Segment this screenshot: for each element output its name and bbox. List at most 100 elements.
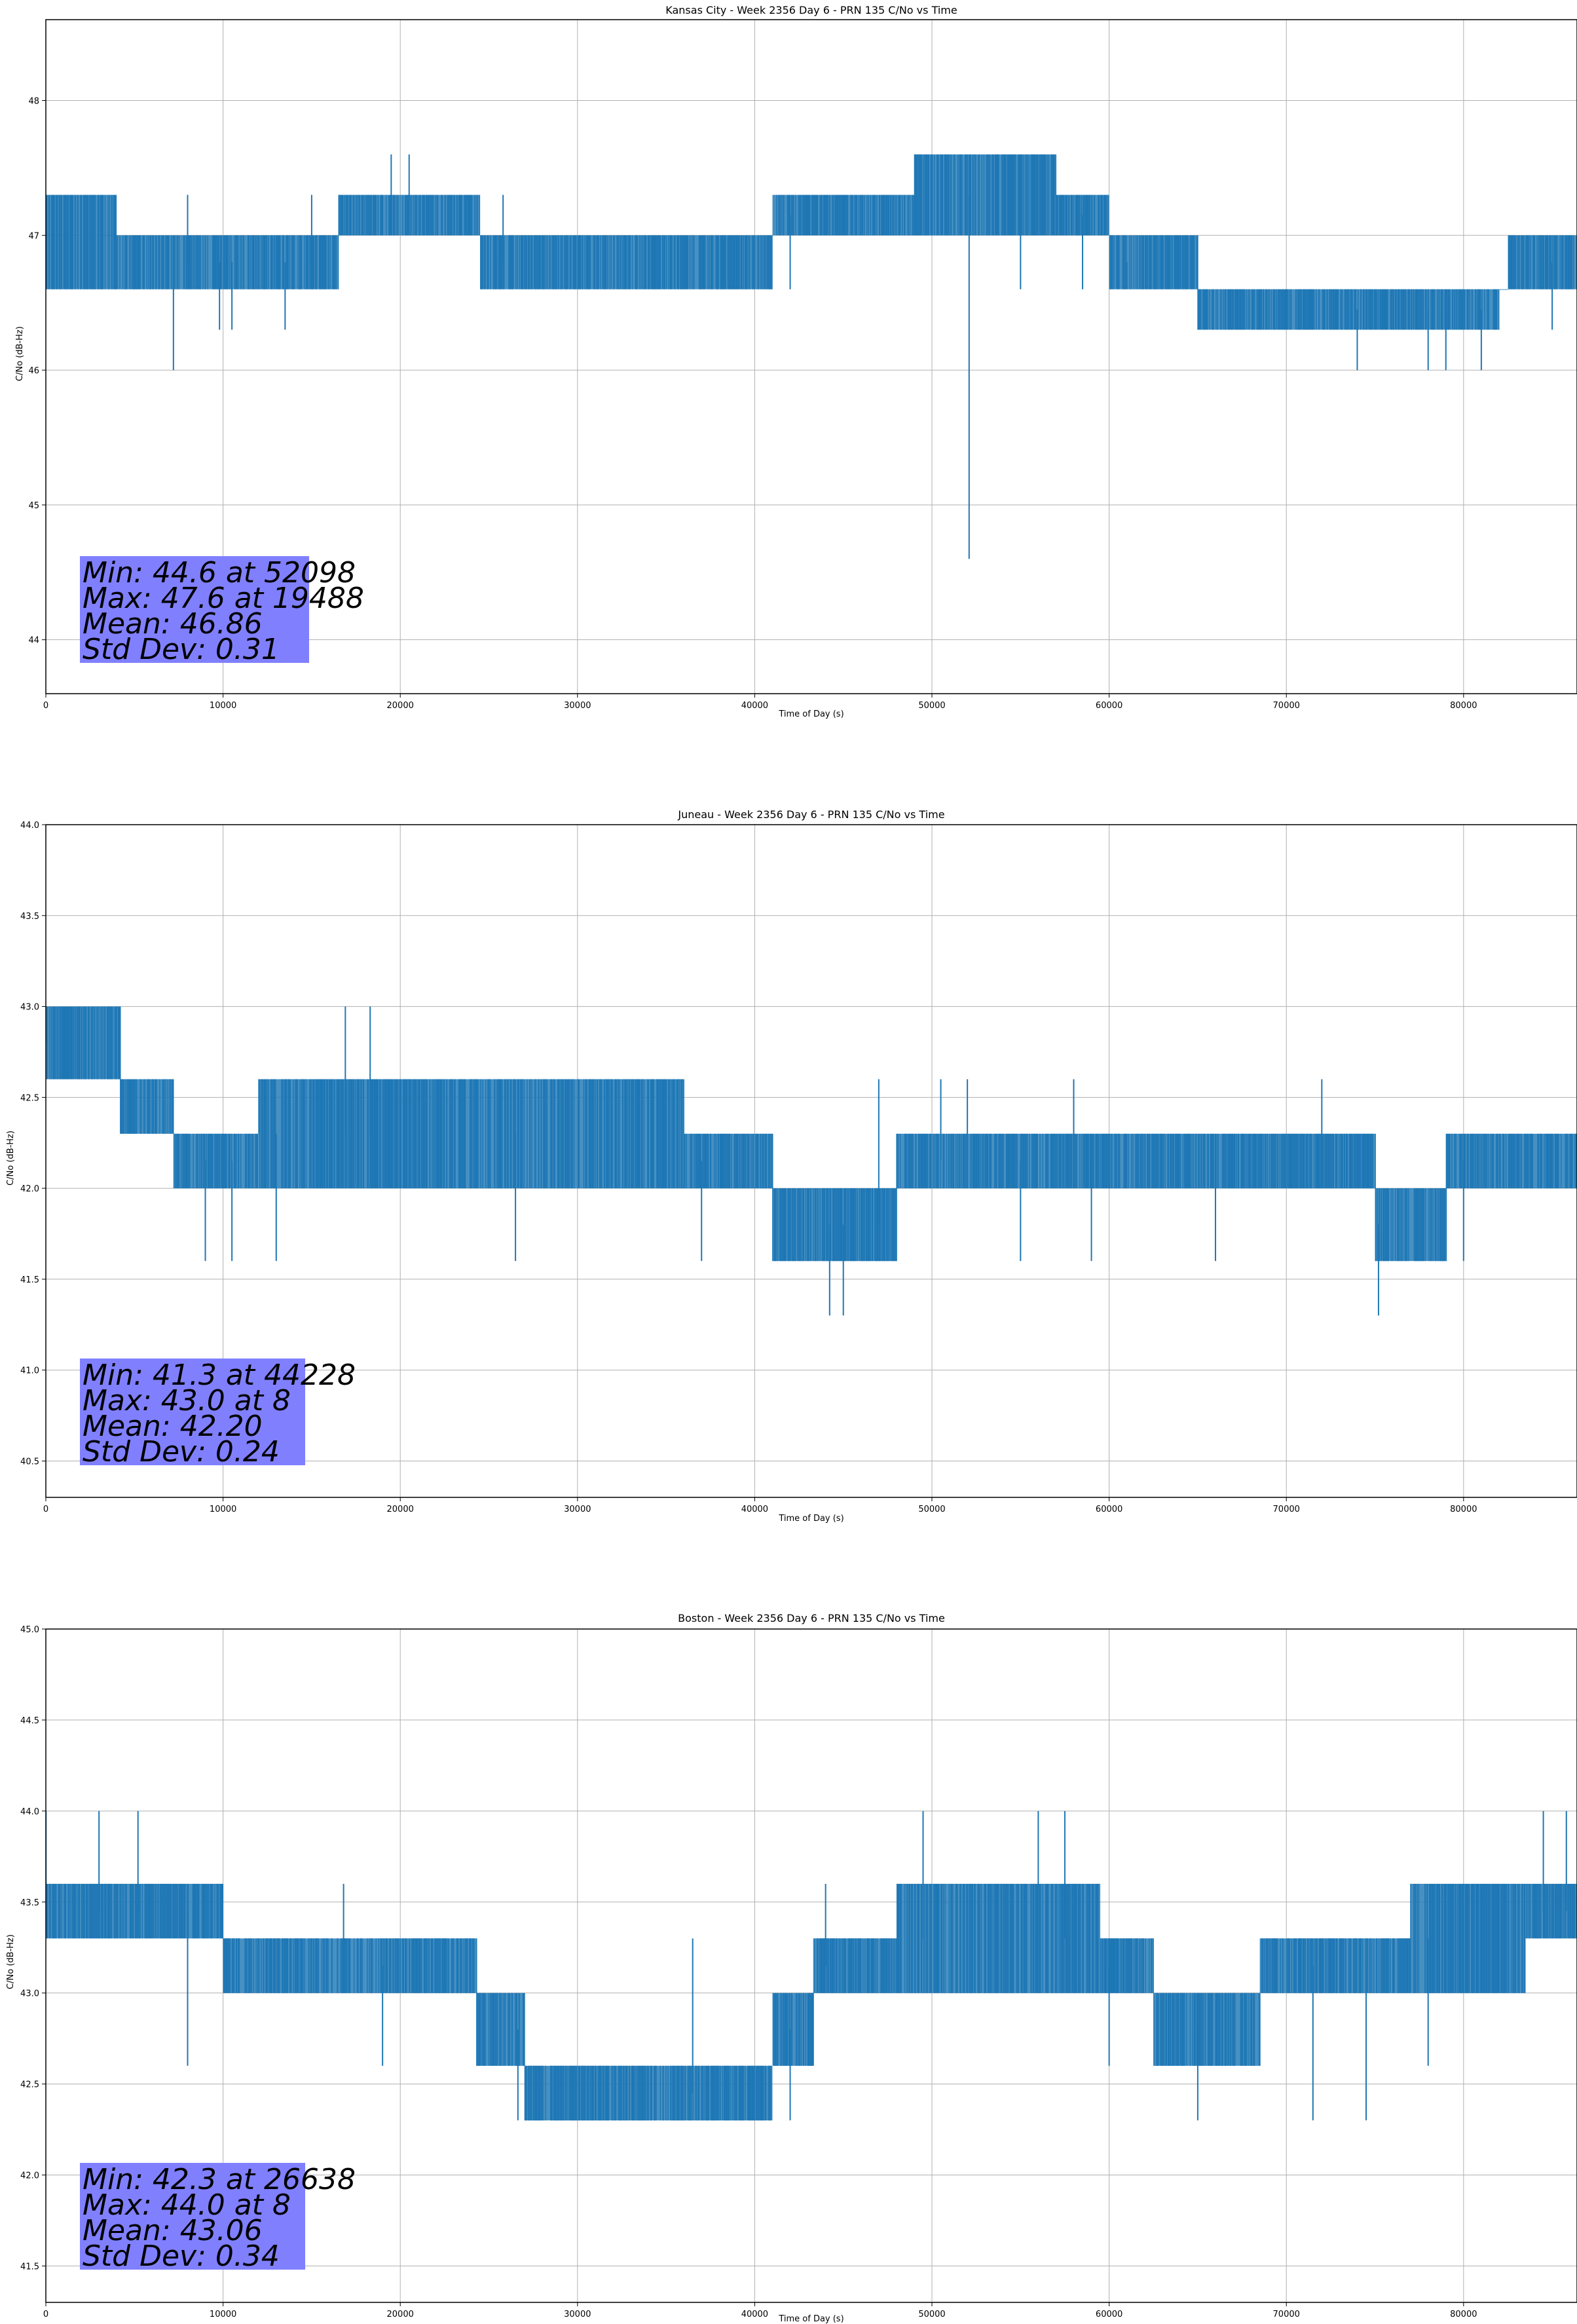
y-tick-label: 44.0 (20, 821, 39, 831)
series-band-fill (1365, 1133, 1375, 1189)
y-tick-label: 42.0 (20, 2171, 39, 2181)
y-tick-label: 43.0 (20, 1989, 39, 1999)
x-tick-label: 40000 (741, 701, 768, 711)
x-tick-label: 70000 (1273, 2310, 1300, 2319)
series-band-fill (1144, 1133, 1366, 1189)
series-band-fill (887, 1188, 897, 1262)
stats-mean: Mean: 43.06 (83, 2214, 263, 2247)
series-band-fill (338, 195, 383, 236)
stats-max: Max: 47.6 at 19488 (83, 582, 364, 615)
series-band-fill (46, 195, 64, 290)
series-band-fill (896, 1883, 1074, 1993)
y-tick-label: 42.0 (20, 1184, 39, 1194)
x-tick-label: 80000 (1450, 1505, 1477, 1514)
y-tick-label: 48 (28, 96, 39, 106)
x-tick-label: 60000 (1096, 701, 1122, 711)
stats-box (80, 1359, 305, 1465)
x-tick-label: 30000 (564, 2310, 591, 2319)
x-axis-label: Time of Day (s) (778, 1514, 844, 1524)
series-band-fill (258, 1079, 401, 1189)
x-axis-label: Time of Day (s) (778, 709, 844, 719)
series-band-fill (1197, 289, 1322, 330)
series-band-fill (64, 195, 117, 290)
series-band-fill (1525, 1883, 1577, 1939)
series-band-fill (365, 1938, 472, 1993)
series-band-fill (382, 195, 472, 236)
x-tick-label: 20000 (387, 2310, 414, 2319)
x-tick-label: 10000 (210, 701, 236, 711)
stats-max: Max: 43.0 at 8 (83, 1384, 291, 1417)
stats-box (80, 556, 309, 663)
series-band-fill (173, 1133, 259, 1189)
stats-mean: Mean: 46.86 (83, 607, 263, 641)
y-tick-label: 45 (28, 501, 39, 511)
panel-juneau: Juneau - Week 2356 Day 6 - PRN 135 C/No … (6, 808, 1577, 1524)
x-tick-label: 20000 (387, 1505, 414, 1514)
series-band-fill (1038, 154, 1056, 236)
x-tick-label: 0 (43, 1505, 48, 1514)
x-tick-label: 70000 (1273, 1505, 1300, 1514)
stats-box (80, 2163, 305, 2270)
y-tick-label: 44 (28, 636, 39, 646)
series-band-fill (1259, 1938, 1393, 1993)
x-tick-label: 40000 (741, 2310, 768, 2319)
series-band-fill (763, 1133, 773, 1189)
series-band-fill (1100, 195, 1109, 236)
series-band-fill (1179, 235, 1198, 290)
x-tick-label: 80000 (1450, 701, 1477, 711)
x-tick-label: 20000 (387, 701, 414, 711)
series-c-no (46, 1006, 1577, 1316)
series-band-fill (1153, 1993, 1252, 2066)
series-band-fill (630, 2065, 764, 2121)
series-band-fill (471, 1938, 477, 1993)
series-band-fill (1445, 1133, 1577, 1189)
y-tick-label: 41.5 (20, 1275, 39, 1285)
series-band-fill (476, 1993, 516, 2066)
series-band-fill (1251, 1993, 1260, 2066)
stats-min: Min: 41.3 at 44228 (83, 1359, 356, 1392)
y-tick-label: 41.0 (20, 1366, 39, 1376)
x-tick-label: 0 (43, 701, 48, 711)
stats-max: Max: 44.0 at 8 (83, 2188, 291, 2222)
series-band-fill (1437, 1188, 1446, 1262)
series-band-fill (515, 1993, 525, 2066)
series-band-fill (763, 2065, 773, 2121)
x-tick-label: 40000 (741, 1505, 768, 1514)
y-tick-label: 44.0 (20, 1807, 39, 1817)
series-band-fill (1056, 195, 1101, 236)
panel-title: Kansas City - Week 2356 Day 6 - PRN 135 … (665, 4, 957, 16)
y-axis-label: C/No (dB-Hz) (15, 326, 25, 381)
x-tick-label: 60000 (1096, 2310, 1122, 2319)
series-band-fill (223, 1938, 365, 1993)
stats-min: Min: 42.3 at 26638 (83, 2163, 356, 2196)
panel-boston: Boston - Week 2356 Day 6 - PRN 135 C/No … (6, 1612, 1577, 2324)
axes-frame (45, 19, 1577, 694)
plot-area: 0 10000 20000 30000 40000 50000 60000 70000 8000… (28, 19, 1577, 711)
series-band-fill (1516, 1883, 1526, 1993)
y-tick-label: 40.5 (20, 1457, 39, 1467)
x-tick-label: 70000 (1273, 701, 1300, 711)
series-c-no (46, 154, 1577, 559)
panel-title: Juneau - Week 2356 Day 6 - PRN 135 C/No … (677, 808, 944, 821)
plot-area: 0 10000 20000 30000 40000 50000 60000 70000 8000… (20, 821, 1577, 1514)
series-band-fill (214, 1883, 223, 1939)
series-band-fill (1100, 1938, 1145, 1993)
stats-std-dev: Std Dev: 0.24 (83, 1435, 280, 1469)
series-band-fill (170, 1079, 174, 1134)
x-tick-label: 50000 (918, 1505, 945, 1514)
series-band-fill (524, 2065, 631, 2121)
stats-std-dev: Std Dev: 0.34 (83, 2240, 280, 2273)
stats-mean: Mean: 42.20 (83, 1410, 263, 1443)
series-band-fill (772, 195, 897, 236)
y-tick-label: 42.5 (20, 2080, 39, 2090)
series-band-fill (612, 235, 755, 290)
y-axis-label: C/No (dB-Hz) (6, 1131, 16, 1186)
series-band-fill (754, 235, 773, 290)
y-tick-label: 45.0 (20, 1625, 39, 1635)
plot-area: 0 10000 20000 30000 40000 50000 60000 70000 8000… (20, 1625, 1577, 2319)
x-axis-label: Time of Day (s) (778, 2314, 844, 2324)
y-tick-label: 47 (28, 231, 39, 241)
y-tick-label: 43.0 (20, 1003, 39, 1013)
series-band-fill (1109, 235, 1180, 290)
series-band-fill (187, 235, 259, 290)
